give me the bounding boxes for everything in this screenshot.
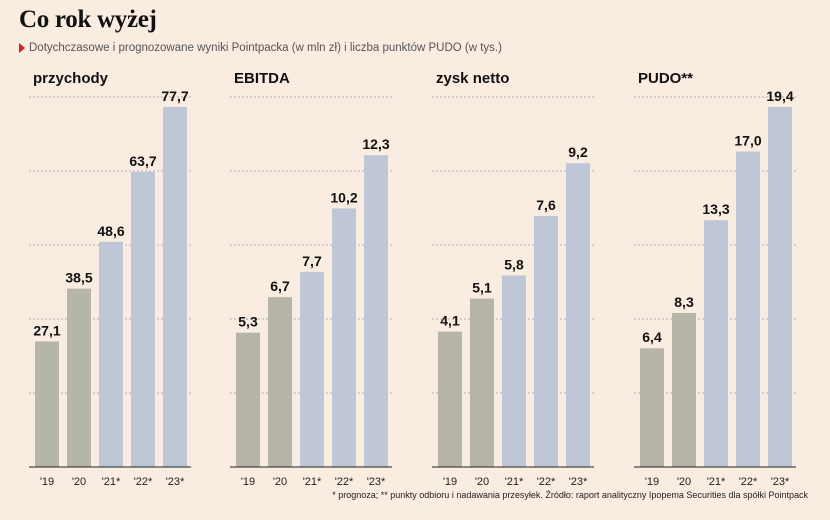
bar xyxy=(470,298,494,467)
data-label: 48,6 xyxy=(97,223,124,239)
bar xyxy=(67,288,91,467)
bar xyxy=(268,297,292,467)
bar xyxy=(163,107,187,467)
chart-przychody: 27,1 '19 38,5 '20 48,6 '21* 63,7 '22* 77,7 '23* xyxy=(29,88,191,488)
bar xyxy=(438,331,462,467)
tick-label: '22* xyxy=(537,476,556,488)
data-label: 19,4 xyxy=(766,88,793,104)
panel-przychody: przychody 27,1 '19 38,5 '20 48,6 '21* 63,7 '22*… xyxy=(29,60,213,500)
data-label: 5,1 xyxy=(472,280,492,296)
panel-title: PUDO** xyxy=(638,70,694,87)
data-label: 27,1 xyxy=(33,322,60,338)
tick-label: '21* xyxy=(707,476,726,488)
bar xyxy=(364,155,388,467)
tick-label: '20 xyxy=(273,476,287,488)
data-label: 8,3 xyxy=(674,294,694,310)
bar xyxy=(236,332,260,467)
bar xyxy=(99,241,123,467)
bar xyxy=(534,215,558,467)
red-triangle-icon xyxy=(19,43,25,53)
panel-ebitda: EBITDA 5,3 '19 6,7 '20 7,7 '21* 10,2 '22* 12,3 '2… xyxy=(230,60,414,500)
panel-title: przychody xyxy=(33,70,109,87)
tick-label: '19 xyxy=(645,476,659,488)
bar xyxy=(502,275,526,467)
data-label: 77,7 xyxy=(161,88,188,104)
data-label: 17,0 xyxy=(734,133,761,149)
panel-title: zysk netto xyxy=(436,70,510,87)
tick-label: '22* xyxy=(739,476,758,488)
panel-title: EBITDA xyxy=(234,70,290,87)
tick-label: '23* xyxy=(569,476,588,488)
chart-ebitda: 5,3 '19 6,7 '20 7,7 '21* 10,2 '22* 12,3 '23* xyxy=(230,96,392,488)
bar xyxy=(35,341,59,467)
data-label: 5,8 xyxy=(504,256,524,272)
bar xyxy=(704,220,728,467)
tick-label: '20 xyxy=(677,476,691,488)
data-label: 38,5 xyxy=(65,270,92,286)
bar xyxy=(640,348,664,467)
data-label: 4,1 xyxy=(440,313,460,329)
chart-subtitle: Dotychczasowe i prognozowane wyniki Poin… xyxy=(19,42,502,54)
tick-label: '19 xyxy=(443,476,457,488)
data-label: 12,3 xyxy=(362,136,389,152)
bar xyxy=(566,163,590,467)
tick-label: '20 xyxy=(72,476,86,488)
bar xyxy=(736,151,760,467)
chart-pudo: 6,4 '19 8,3 '20 13,3 '21* 17,0 '22* 19,4 '23* xyxy=(634,88,796,488)
data-label: 6,7 xyxy=(270,278,290,294)
tick-label: '23* xyxy=(367,476,386,488)
tick-label: '22* xyxy=(134,476,153,488)
chart-zysk-netto: 4,1 '19 5,1 '20 5,8 '21* 7,6 '22* 9,2 '23* xyxy=(432,96,594,488)
tick-label: '19 xyxy=(40,476,54,488)
bar xyxy=(768,107,792,467)
data-label: 6,4 xyxy=(642,329,662,345)
data-label: 9,2 xyxy=(568,144,588,160)
data-label: 7,6 xyxy=(536,197,556,213)
tick-label: '21* xyxy=(102,476,121,488)
bar xyxy=(332,208,356,467)
tick-label: '19 xyxy=(241,476,255,488)
bar xyxy=(300,271,324,467)
tick-label: '23* xyxy=(166,476,185,488)
data-label: 63,7 xyxy=(129,153,156,169)
tick-label: '22* xyxy=(335,476,354,488)
data-label: 7,7 xyxy=(302,253,322,269)
footnote: * prognoza; ** punkty odbioru i nadawani… xyxy=(332,490,808,500)
tick-label: '20 xyxy=(475,476,489,488)
data-label: 10,2 xyxy=(330,189,357,205)
data-label: 13,3 xyxy=(702,201,729,217)
tick-label: '23* xyxy=(771,476,790,488)
panel-zysk-netto: zysk netto 4,1 '19 5,1 '20 5,8 '21* 7,6 '22* 9,2… xyxy=(432,60,616,500)
tick-label: '21* xyxy=(303,476,322,488)
data-label: 5,3 xyxy=(238,314,258,330)
chart-title: Co rok wyżej xyxy=(19,6,157,33)
subtitle-text: Dotychczasowe i prognozowane wyniki Poin… xyxy=(29,42,502,54)
panel-pudo: PUDO** 6,4 '19 8,3 '20 13,3 '21* 17,0 '22* 19,4 '… xyxy=(634,60,818,500)
tick-label: '21* xyxy=(505,476,524,488)
bar xyxy=(131,171,155,467)
bar xyxy=(672,312,696,467)
